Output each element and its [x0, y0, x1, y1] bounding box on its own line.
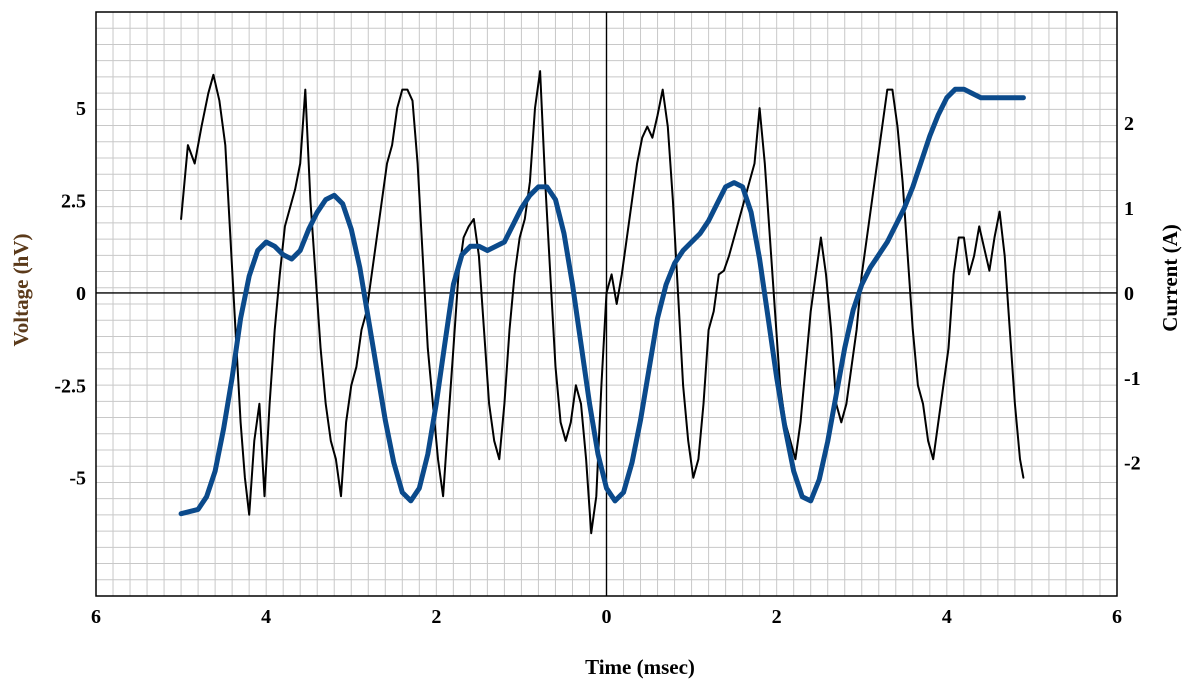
- x-tick-label: 2: [431, 606, 441, 628]
- x-tick-labels: 6 4 2 0 2 4 6: [91, 606, 1122, 628]
- y-left-axis-title: Voltage (hV): [9, 234, 33, 347]
- y-right-tick-label: 2: [1124, 113, 1134, 135]
- y-right-tick-label: -1: [1124, 368, 1141, 390]
- x-tick-label: 0: [602, 606, 612, 628]
- y-right-axis-title: Current (A): [1158, 224, 1182, 332]
- y-left-tick-labels: 5 2.5 0 -2.5 -5: [54, 98, 86, 490]
- y-left-tick-label: -2.5: [54, 375, 86, 397]
- x-tick-label: 2: [772, 606, 782, 628]
- plot-frame: [95, 11, 1118, 597]
- y-right-tick-labels: 2 1 0 -1 -2: [1124, 113, 1141, 475]
- y-right-tick-label: -2: [1124, 453, 1141, 475]
- series-line-current: [178, 86, 1026, 517]
- y-left-tick-label: 5: [76, 98, 86, 120]
- y-right-tick-label: 1: [1124, 198, 1134, 220]
- y-right-tick-label: 0: [1124, 283, 1134, 305]
- x-tick-label: 4: [261, 606, 271, 628]
- y-left-tick-label: 2.5: [61, 191, 86, 213]
- x-tick-label: 6: [91, 606, 101, 628]
- series-line-voltage: [180, 70, 1025, 535]
- y-left-tick-label: -5: [69, 468, 86, 490]
- series-layer: [178, 70, 1026, 535]
- x-axis-title: Time (msec): [585, 655, 695, 679]
- y-left-tick-label: 0: [76, 283, 86, 305]
- x-tick-label: 6: [1112, 606, 1122, 628]
- x-tick-label: 4: [942, 606, 952, 628]
